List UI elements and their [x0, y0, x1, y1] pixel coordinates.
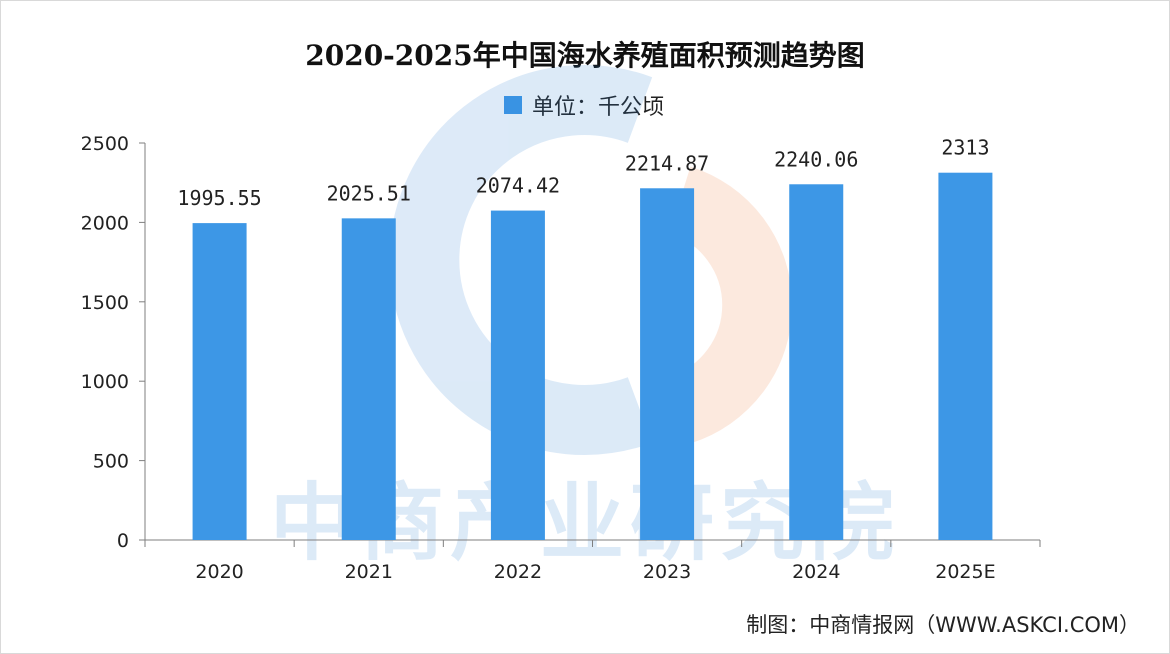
x-tick-label: 2020: [195, 561, 243, 583]
y-tick-label: 500: [93, 451, 129, 473]
source-credit: 制图：中商情报网（WWW.ASKCI.COM）: [746, 613, 1140, 637]
data-label: 2240.06: [774, 147, 858, 171]
y-tick-label: 1000: [81, 371, 129, 393]
legend: 单位：千公顷: [504, 91, 665, 120]
y-tick-label: 2500: [81, 133, 129, 155]
bar: [192, 223, 247, 540]
x-tick-label: 2021: [345, 561, 393, 583]
bar: [938, 172, 993, 540]
x-tick-label: 2023: [643, 561, 691, 583]
legend-swatch: [504, 96, 522, 114]
data-label: 1995.55: [177, 186, 261, 210]
y-tick-label: 1500: [81, 292, 129, 314]
data-label: 2313: [941, 136, 989, 160]
chart-title: 2020-2025年中国海水养殖面积预测趋势图: [305, 39, 865, 72]
legend-label: 单位：千公顷: [532, 95, 665, 120]
y-tick-label: 0: [117, 530, 129, 552]
bar: [341, 218, 396, 541]
bar: [640, 188, 695, 541]
x-tick-label: 2025E: [935, 561, 995, 583]
data-label: 2074.42: [476, 174, 560, 198]
x-tick-label: 2024: [792, 561, 840, 583]
bar: [789, 184, 844, 540]
watermark-arc-orange: [668, 166, 793, 444]
x-tick-label: 2022: [494, 561, 542, 583]
watermark-arc-blue: [389, 65, 653, 455]
bar: [490, 210, 545, 541]
y-tick-label: 2000: [81, 212, 129, 234]
data-label: 2214.87: [625, 151, 709, 175]
data-label: 2025.51: [327, 181, 411, 205]
